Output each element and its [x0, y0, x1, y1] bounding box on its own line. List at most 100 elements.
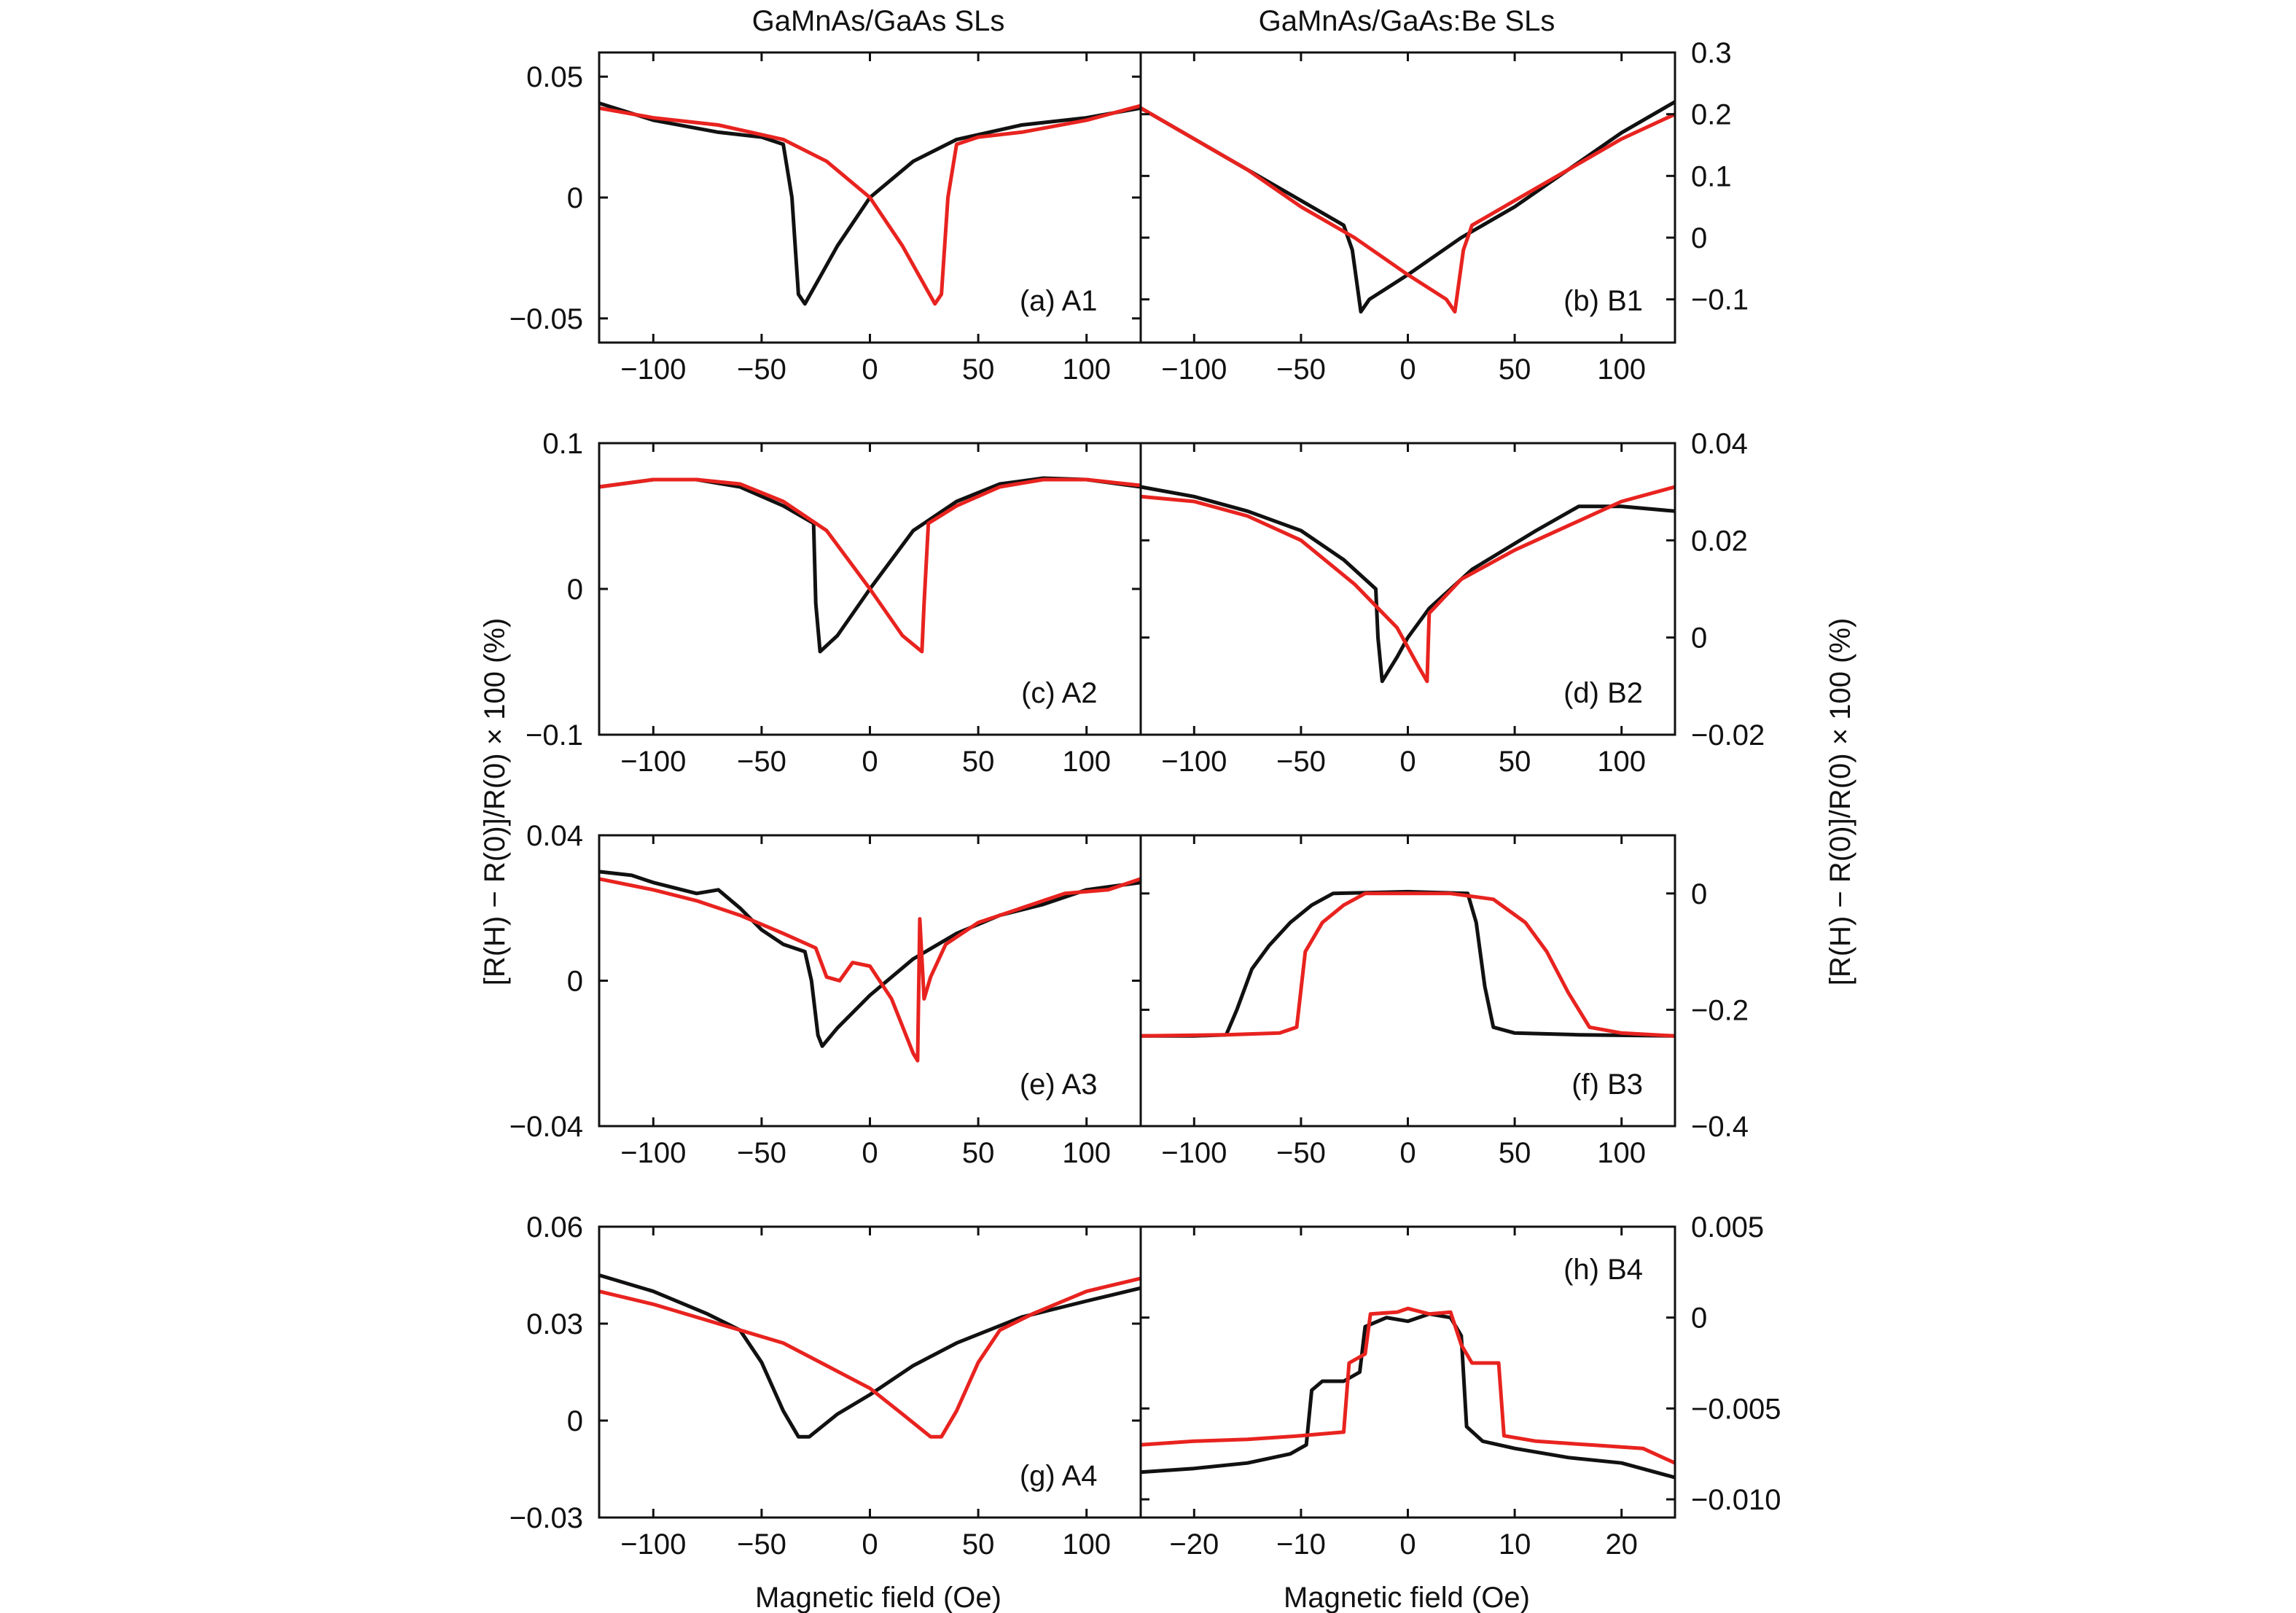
- x-tick-label: −50: [737, 1137, 786, 1169]
- x-tick-label: −50: [737, 746, 786, 778]
- x-axis-label-right: Magnetic field (Oe): [1284, 1582, 1530, 1613]
- x-tick-label: −100: [1161, 1137, 1227, 1169]
- panel-label: (g) A4: [1020, 1460, 1098, 1492]
- x-tick-label: −20: [1169, 1528, 1219, 1561]
- panel-a: −100 −50 0 50 100 −0.05 0 0.05 (a) A1: [509, 51, 1142, 386]
- x-tick-label: 50: [1499, 1137, 1531, 1169]
- y-tick-label: 0: [1691, 878, 1707, 910]
- x-tick-label: −50: [737, 354, 786, 386]
- y-tick-label: 0: [1691, 1302, 1707, 1335]
- panel-d: −100 −50 0 50 100 −0.02 0 0.02 0.04 (d) B2: [1139, 428, 1765, 778]
- panel-label: (h) B4: [1563, 1254, 1643, 1286]
- panel-label: (e) A3: [1020, 1069, 1098, 1101]
- series-line-up-sweep: [1139, 106, 1676, 314]
- y-tick-label: −0.2: [1691, 994, 1749, 1026]
- x-tick-label: 0: [862, 1528, 878, 1561]
- panel-label: (c) A2: [1021, 677, 1097, 709]
- series-line-up-sweep: [1140, 1306, 1676, 1465]
- x-tick-label: −10: [1276, 1528, 1326, 1561]
- x-tick-label: 50: [1499, 354, 1531, 386]
- panel-g: −100 −50 0 50 100 −0.03 0 0.03 0.06 (g) A4: [509, 1211, 1142, 1561]
- x-tick-label: −100: [1161, 354, 1227, 386]
- y-tick-label: −0.1: [526, 719, 583, 751]
- x-tick-label: −100: [620, 354, 686, 386]
- x-tick-label: 100: [1597, 1137, 1646, 1169]
- x-tick-label: 100: [1597, 354, 1646, 386]
- y-tick-label: 0: [567, 182, 583, 214]
- y-tick-label: −0.02: [1691, 719, 1765, 751]
- panel-c: −100 −50 0 50 100 −0.1 0 0.1 (c) A2: [526, 428, 1142, 778]
- y-tick-label: 0.03: [526, 1308, 583, 1340]
- y-tick-label: −0.4: [1691, 1111, 1749, 1143]
- x-tick-label: 0: [862, 746, 878, 778]
- y-tick-label: 0.06: [526, 1211, 583, 1243]
- x-tick-label: 100: [1062, 746, 1111, 778]
- y-tick-label: −0.03: [509, 1502, 583, 1534]
- panel-label: (b) B1: [1563, 285, 1643, 317]
- panel-label: (d) B2: [1563, 677, 1643, 709]
- x-tick-label: −100: [620, 746, 686, 778]
- column-title-right: GaMnAs/GaAs:Be SLs: [1259, 5, 1555, 37]
- x-tick-label: −100: [1161, 746, 1227, 778]
- x-tick-label: 20: [1605, 1528, 1638, 1561]
- x-tick-label: 50: [1499, 746, 1531, 778]
- y-tick-label: 0.1: [1691, 160, 1732, 192]
- x-tick-label: 0: [1399, 354, 1416, 386]
- panel-f: −100 −50 0 50 100 −0.4 −0.2 0 (f) B3: [1139, 834, 1749, 1169]
- y-tick-label: 0.04: [1691, 428, 1748, 460]
- series-line-up-sweep: [598, 104, 1141, 306]
- y-tick-label: 0: [1691, 622, 1707, 655]
- series-line-up-sweep: [1140, 891, 1676, 1038]
- y-axis-label-right: [R(H) − R(0)]/R(0) × 100 (%): [1824, 618, 1856, 986]
- series-line-down-sweep: [598, 476, 1141, 654]
- x-axis-label-left: Magnetic field (Oe): [755, 1582, 1001, 1613]
- y-tick-label: −0.1: [1691, 284, 1749, 316]
- x-tick-label: −100: [620, 1528, 686, 1561]
- panel-label: (f) B3: [1571, 1069, 1643, 1101]
- column-title-left: GaMnAs/GaAs SLs: [752, 5, 1005, 37]
- x-tick-label: 0: [1399, 1528, 1416, 1561]
- y-tick-label: −0.04: [509, 1111, 583, 1143]
- y-axis-label-left: [R(H) − R(0)]/R(0) × 100 (%): [479, 618, 511, 986]
- y-tick-label: 0: [567, 1405, 583, 1437]
- x-tick-label: −50: [1276, 1137, 1326, 1169]
- x-tick-label: −50: [1276, 746, 1326, 778]
- x-tick-label: 0: [862, 1137, 878, 1169]
- x-tick-label: 100: [1062, 1137, 1111, 1169]
- series-line-up-sweep: [598, 877, 1141, 1063]
- y-tick-label: −0.05: [509, 303, 583, 335]
- x-tick-label: −50: [737, 1528, 786, 1561]
- series-line-down-sweep: [1141, 889, 1676, 1038]
- y-tick-label: 0.2: [1691, 99, 1732, 131]
- x-tick-label: 50: [962, 746, 995, 778]
- series-line-down-sweep: [1140, 485, 1676, 684]
- x-tick-label: 0: [1399, 746, 1416, 778]
- x-tick-label: 50: [962, 354, 995, 386]
- x-tick-label: 100: [1062, 1528, 1111, 1561]
- y-tick-label: 0.3: [1691, 37, 1732, 69]
- panel-b: −100 −50 0 50 100 −0.1 0 0.1 0.2 0.3 (b) B1: [1139, 37, 1749, 386]
- series-line-up-sweep: [1140, 485, 1676, 684]
- series-line-up-sweep: [598, 1276, 1141, 1439]
- y-tick-label: 0.005: [1691, 1211, 1764, 1243]
- y-tick-label: 0: [1691, 222, 1707, 254]
- x-tick-label: 100: [1062, 354, 1111, 386]
- series-line-down-sweep: [1139, 100, 1676, 314]
- x-tick-label: 50: [962, 1137, 995, 1169]
- panel-label: (a) A1: [1020, 285, 1098, 317]
- x-tick-label: 50: [962, 1528, 995, 1561]
- x-tick-label: 100: [1597, 746, 1646, 778]
- y-tick-label: 0.05: [526, 61, 583, 93]
- x-tick-label: 0: [862, 354, 878, 386]
- x-tick-label: −50: [1276, 354, 1326, 386]
- y-tick-label: 0: [567, 574, 583, 606]
- panel-e: −100 −50 0 50 100 −0.04 0 0.04 (e) A3: [509, 820, 1142, 1169]
- y-tick-label: 0.1: [542, 428, 583, 460]
- y-tick-label: 0: [567, 966, 583, 998]
- series-line-down-sweep: [598, 101, 1141, 306]
- y-tick-label: 0.02: [1691, 525, 1748, 557]
- series-line-up-sweep: [598, 477, 1141, 654]
- x-tick-label: 10: [1499, 1528, 1531, 1561]
- y-tick-label: 0.04: [526, 820, 583, 852]
